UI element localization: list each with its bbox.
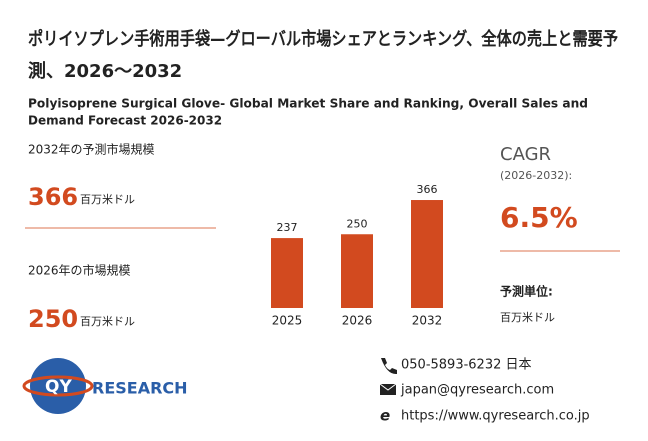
bar <box>341 234 373 308</box>
unit: 百万米ドル <box>80 315 135 328</box>
label: 2032年の予測市場規模 <box>28 142 155 157</box>
cagr-period: (2026-2032): <box>500 169 572 182</box>
mail-icon-flap <box>379 383 397 391</box>
phone: 050-5893-6232 日本 <box>401 358 532 373</box>
big-value: 250 <box>28 305 78 333</box>
unit-label: 予測単位: <box>500 284 553 299</box>
logo-ring <box>22 375 94 397</box>
bar <box>411 200 443 308</box>
logo-text: RESEARCH <box>92 379 188 398</box>
value-label: 366 <box>417 183 438 196</box>
x-tick-label: 2026 <box>342 314 373 328</box>
logo-mark: QY <box>45 377 72 397</box>
cagr-label: CAGR <box>500 144 551 165</box>
web-icon: e <box>380 407 390 425</box>
bar <box>271 238 303 308</box>
title: 測、2026～2032 <box>28 60 182 82</box>
unit: 百万米ドル <box>80 193 135 206</box>
logo: QY RESEARCH <box>22 358 188 414</box>
phone-icon <box>381 358 397 375</box>
label: 2026年の市場規模 <box>28 263 131 278</box>
website: https://www.qyresearch.co.jp <box>401 409 590 424</box>
big-value: 366 <box>28 183 78 211</box>
email: japan@qyresearch.com <box>400 383 554 398</box>
subtitle: Polyisoprene Surgical Glove- Global Mark… <box>28 97 588 111</box>
unit: 百万米ドル <box>500 311 555 324</box>
subtitle: Demand Forecast 2026-2032 <box>28 114 222 128</box>
logo-circle <box>30 358 86 414</box>
x-tick-label: 2032 <box>412 314 443 328</box>
cagr-value: 6.5% <box>500 201 578 234</box>
x-tick-label: 2025 <box>272 314 303 328</box>
value-label: 250 <box>347 217 368 230</box>
title: ポリイソプレン手術用手袋—グローバル市場シェアとランキング、全体の売上と需要予 <box>28 28 618 50</box>
value-label: 237 <box>277 221 298 234</box>
